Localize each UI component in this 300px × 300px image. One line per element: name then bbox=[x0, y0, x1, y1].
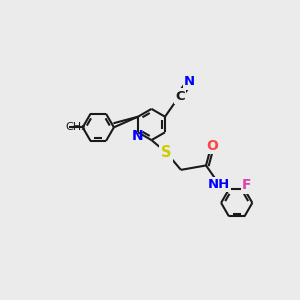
Text: N: N bbox=[184, 75, 195, 88]
Text: CH₃: CH₃ bbox=[66, 122, 86, 132]
Text: S: S bbox=[161, 145, 172, 160]
Text: F: F bbox=[242, 178, 251, 192]
Text: C: C bbox=[176, 90, 185, 103]
Text: O: O bbox=[206, 139, 218, 153]
Text: N: N bbox=[131, 129, 143, 143]
Text: NH: NH bbox=[207, 178, 230, 191]
